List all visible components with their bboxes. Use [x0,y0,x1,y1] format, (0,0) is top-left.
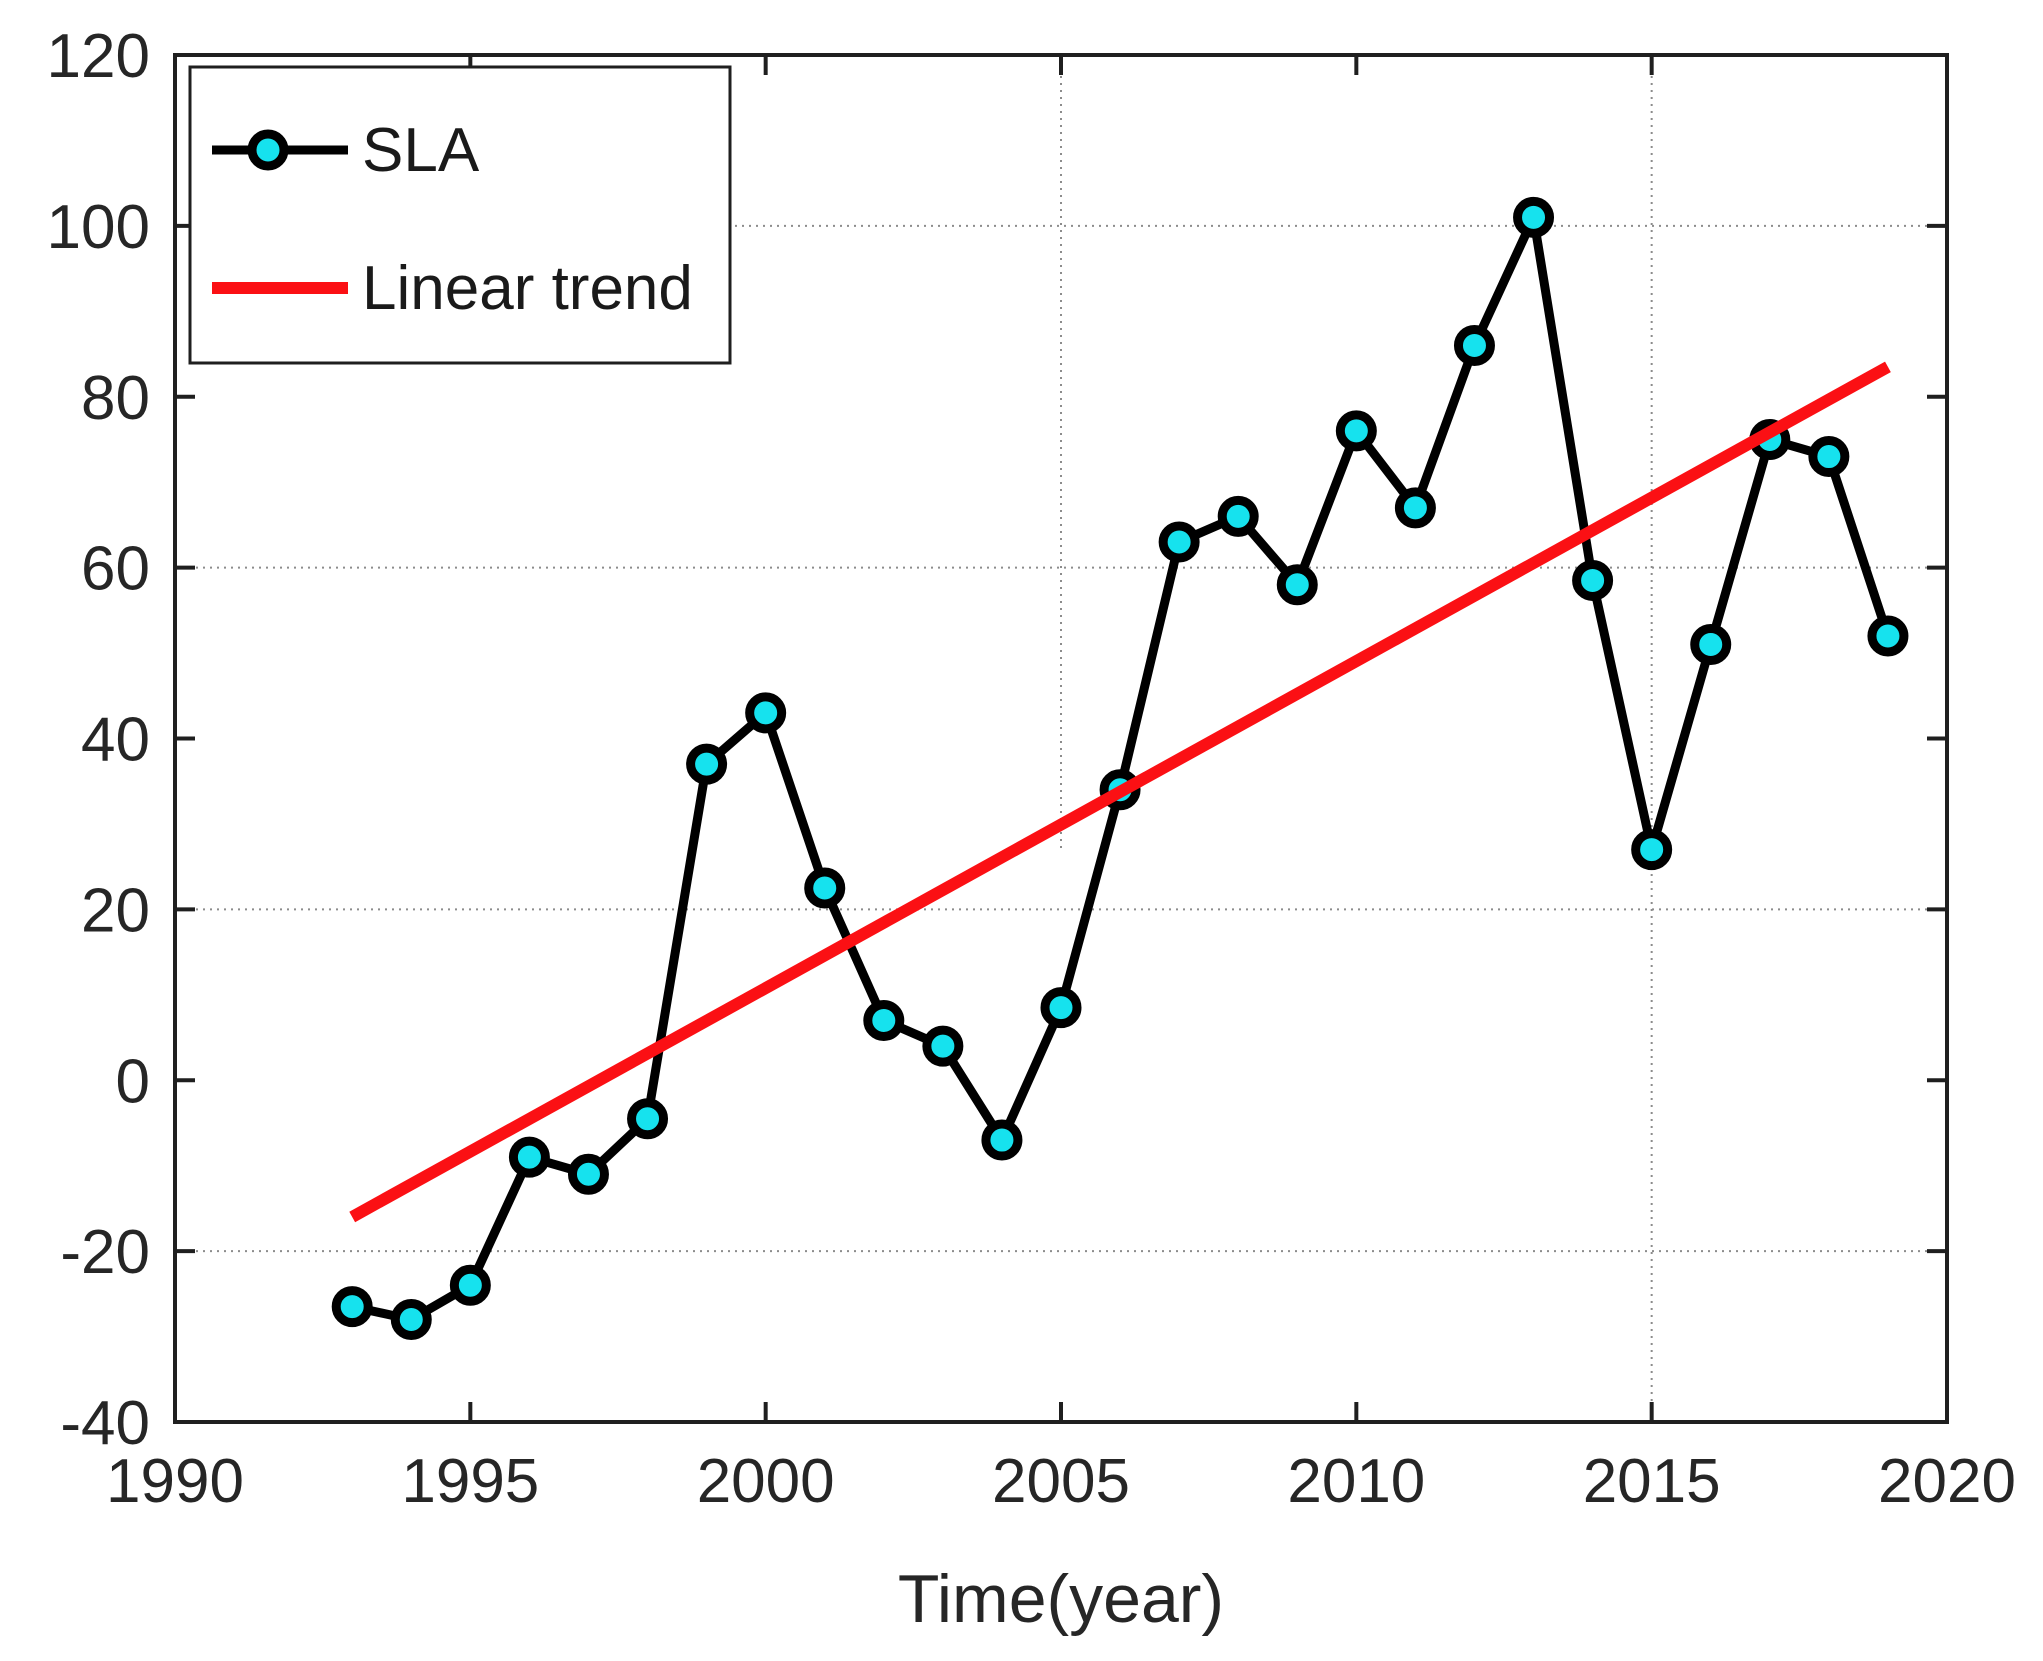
trend-line [349,361,1891,1223]
y-tick-label-80: 80 [81,364,150,433]
sla-marker-2003 [922,1025,964,1067]
x-tick-label-2010: 2010 [1287,1447,1425,1516]
sla-marker-2001 [804,867,846,909]
sla-marker-2012 [1453,324,1495,366]
sla-marker-2002 [863,999,905,1041]
y-tick-label-100: 100 [47,193,150,262]
sla-marker-2005 [1040,987,1082,1029]
sla-marker-2015 [1631,829,1673,871]
sla-marker-1995 [449,1264,491,1306]
y-tick-label-120: 120 [47,22,150,91]
sla-marker-2010 [1335,410,1377,452]
x-tick-label-1990: 1990 [106,1447,244,1516]
axis-layer [173,53,1949,1424]
y-tick-label-20: 20 [81,876,150,945]
legend-box [188,65,732,365]
sla-marker-1998 [627,1098,669,1140]
plot-layer [331,196,1909,1340]
y-tick-label-60: 60 [81,535,150,604]
sla-marker-1999 [686,743,728,785]
x-axis-title: Time(year) [898,1561,1224,1637]
x-tick-label-2005: 2005 [992,1447,1130,1516]
legend: SLA Linear trend [188,65,732,365]
sla-marker-1993 [331,1286,373,1328]
sla-marker-2000 [745,692,787,734]
sla-marker-2004 [981,1119,1023,1161]
tick-label-layer: -40 -20 0 20 40 60 80 100 120 1990 1995 2000 2005 201… [47,22,2016,1516]
x-tick-label-2020: 2020 [1878,1447,2016,1516]
sla-marker-1997 [567,1153,609,1195]
sla-marker-2011 [1394,487,1436,529]
sla-marker-1994 [390,1298,432,1340]
y-tick-label--40: -40 [60,1389,150,1458]
x-tick-label-2000: 2000 [697,1447,835,1516]
x-tick-label-2015: 2015 [1583,1447,1721,1516]
x-tick-label-1995: 1995 [401,1447,539,1516]
legend-sla-marker-icon [247,129,289,171]
sla-marker-2007 [1158,521,1200,563]
sla-marker-2014 [1572,559,1614,601]
sla-marker-2008 [1217,495,1259,537]
sla-marker-2013 [1513,196,1555,238]
sla-series-line [351,212,1893,1324]
sla-marker-2009 [1276,564,1318,606]
y-tick-label-40: 40 [81,706,150,775]
y-tick-label-0: 0 [116,1047,150,1116]
y-tick-label--20: -20 [60,1218,150,1287]
legend-sla-label: SLA [362,116,480,185]
legend-trend-label: Linear trend [362,254,693,323]
sla-marker-2019 [1867,615,1909,657]
sla-marker-2018 [1808,436,1850,478]
sla-marker-1996 [508,1136,550,1178]
sla-marker-2016 [1690,624,1732,666]
